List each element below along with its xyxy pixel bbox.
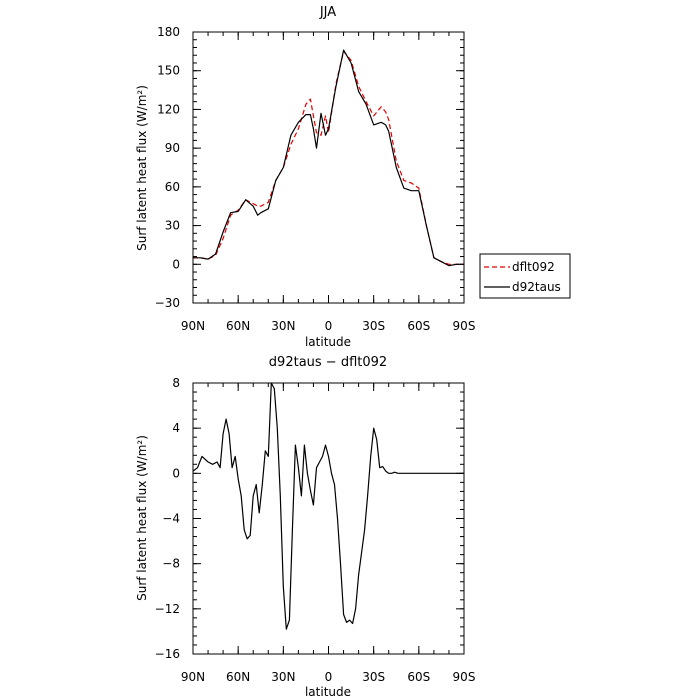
- y-tick-label: 30: [165, 219, 180, 233]
- y-tick-label: 0: [172, 466, 180, 480]
- x-tick-label: 30S: [362, 670, 385, 684]
- series-line-dflt092: [193, 50, 464, 265]
- x-tick-label: 60N: [226, 319, 250, 333]
- y-tick-label: 150: [157, 64, 180, 78]
- y-tick-label: −8: [162, 557, 180, 571]
- x-tick-label: 30S: [362, 319, 385, 333]
- x-tick-label: 90N: [181, 670, 205, 684]
- legend-label-d92taus: d92taus: [512, 280, 561, 294]
- x-tick-label: 0: [325, 670, 333, 684]
- x-tick-label: 30N: [271, 319, 295, 333]
- bottom-x-axis-label: latitude: [305, 685, 351, 699]
- x-tick-label: 60S: [407, 670, 430, 684]
- x-tick-label: 60S: [407, 319, 430, 333]
- plot-frame: [192, 31, 465, 304]
- difference-series-line: [192, 382, 464, 630]
- x-tick-label: 90S: [453, 319, 476, 333]
- y-tick-label: 120: [157, 102, 180, 116]
- top-x-axis-label: latitude: [305, 335, 351, 349]
- top-y-axis-label: Surf latent heat flux (W/m²): [135, 85, 149, 251]
- legend: dflt092 d92taus: [479, 253, 571, 299]
- y-tick-label: 90: [165, 141, 180, 155]
- y-tick-label: 4: [172, 421, 180, 435]
- x-tick-label: 60N: [226, 670, 250, 684]
- y-tick-label: −12: [155, 602, 180, 616]
- plot-frame: [192, 382, 465, 655]
- y-tick-label: 180: [157, 25, 180, 39]
- bottom-panel: d92taus − dflt092 latitude Surf latent h…: [135, 355, 475, 699]
- y-tick-label: −4: [162, 512, 180, 526]
- bottom-y-axis-label: Surf latent heat flux (W/m²): [135, 435, 149, 601]
- x-tick-label: 0: [325, 319, 333, 333]
- y-tick-label: 0: [172, 257, 180, 271]
- y-tick-label: −30: [155, 296, 180, 310]
- x-tick-label: 90N: [181, 319, 205, 333]
- y-tick-label: 8: [172, 376, 180, 390]
- y-tick-label: −16: [155, 647, 180, 661]
- y-tick-label: 60: [165, 180, 180, 194]
- x-tick-label: 90S: [453, 670, 476, 684]
- bottom-chart-title: d92taus − dflt092: [269, 355, 387, 370]
- legend-label-dflt092: dflt092: [512, 260, 555, 274]
- legend-box: [479, 253, 571, 299]
- series-line-d92taus: [193, 49, 464, 267]
- x-tick-label: 30N: [271, 670, 295, 684]
- top-chart-title: JJA: [319, 5, 336, 20]
- top-panel: JJA latitude Surf latent heat flux (W/m²…: [135, 5, 475, 349]
